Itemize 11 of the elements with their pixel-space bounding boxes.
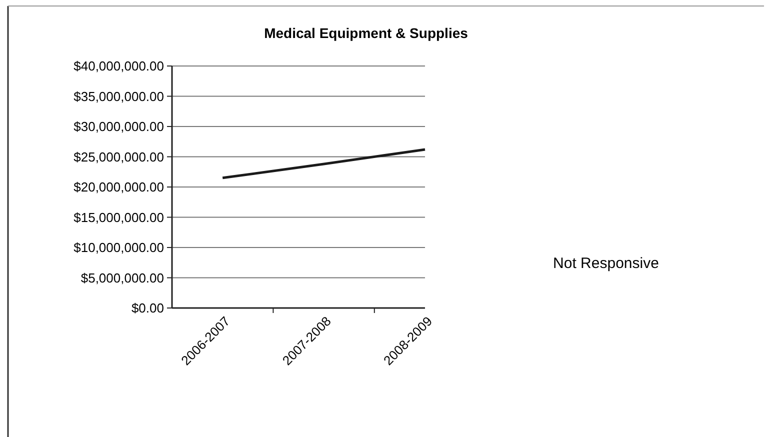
y-tick-label: $5,000,000.00: [80, 270, 164, 286]
chart-title: Medical Equipment & Supplies: [264, 25, 468, 41]
text: Not Responsive: [553, 255, 659, 272]
y-tick-label: $15,000,000.00: [74, 210, 164, 225]
y-tick-label: $40,000,000.00: [74, 58, 164, 74]
y-tick-label: $0.00: [131, 300, 164, 316]
y-tick-label: $25,000,000.00: [74, 149, 164, 164]
y-tick-label: $35,000,000.00: [74, 88, 164, 104]
y-tick-label: $30,000,000.00: [74, 119, 164, 134]
y-tick-label: $10,000,000.00: [74, 240, 164, 256]
y-tick-label: $20,000,000.00: [74, 180, 164, 195]
